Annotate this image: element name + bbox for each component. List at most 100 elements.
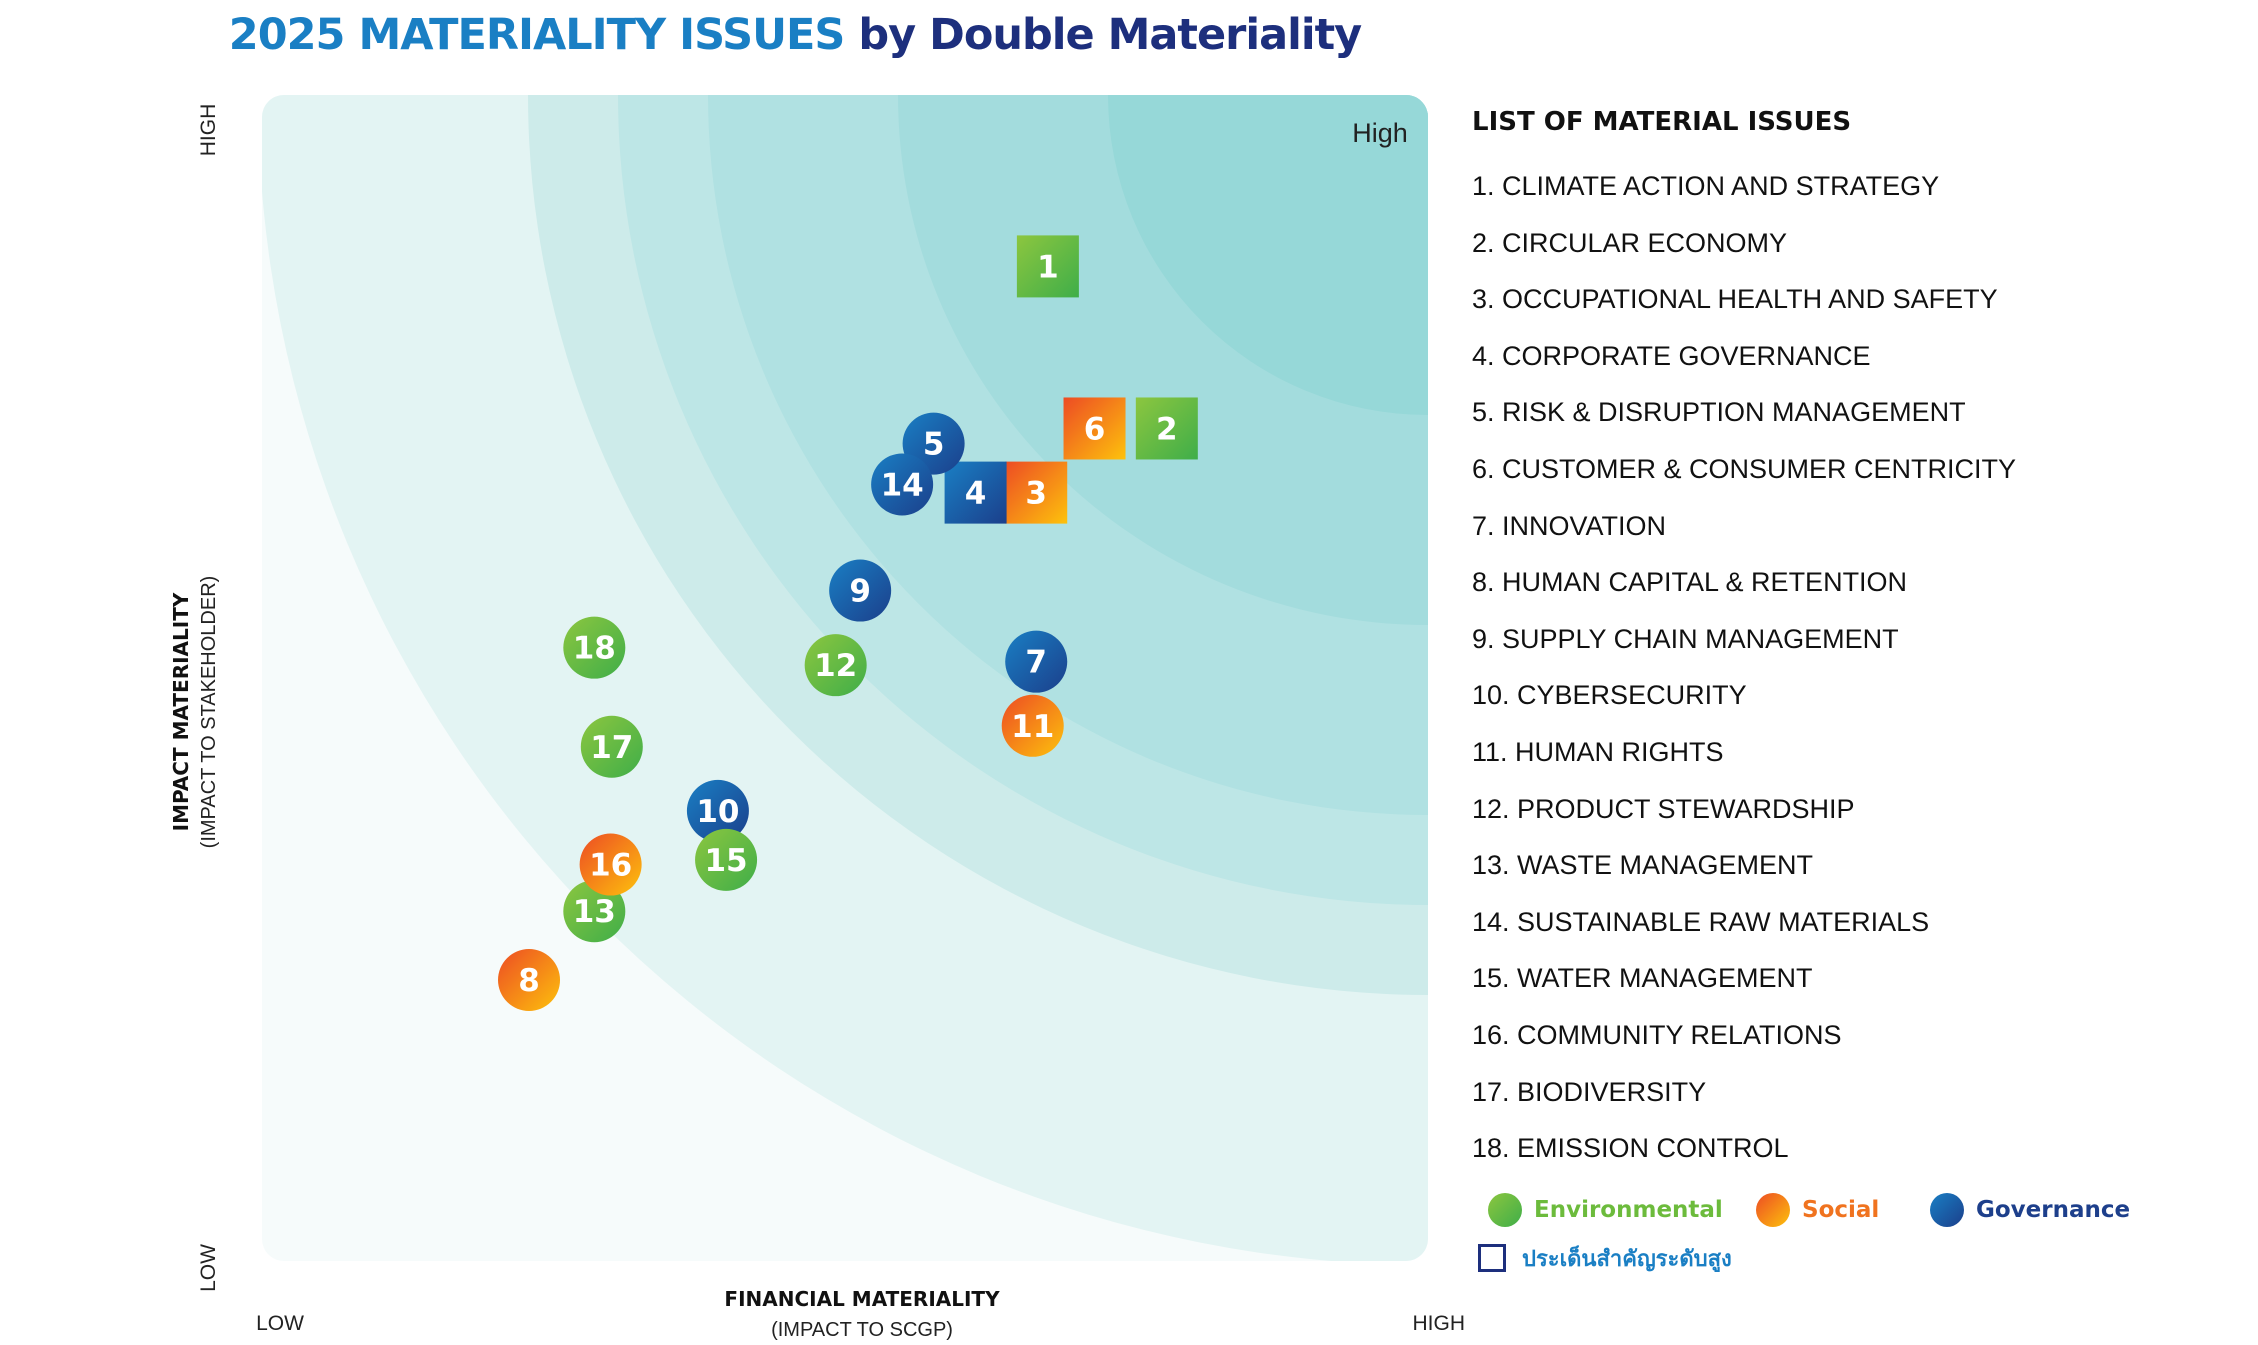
issue-square	[944, 461, 1007, 524]
list-title: LIST OF MATERIAL ISSUES	[1472, 107, 1852, 137]
category-legend: Environmental Social Governance	[1478, 1190, 2248, 1230]
issue-number-label: 1	[1037, 249, 1059, 285]
environmental-dot-icon	[1488, 1193, 1522, 1227]
issue-number-label: 18	[573, 631, 616, 667]
issue-marker-12: 12	[804, 634, 867, 697]
issue-circle	[871, 453, 934, 516]
x-axis-title: FINANCIAL MATERIALITY	[724, 1287, 1000, 1311]
issue-circle	[804, 634, 867, 697]
issue-marker-10: 10	[686, 779, 749, 842]
issue-marker-4: 4	[944, 461, 1007, 524]
governance-dot-icon	[1930, 1193, 1964, 1227]
list-item: 12. PRODUCT STEWARDSHIP	[1472, 793, 1855, 824]
issue-circle	[829, 559, 892, 622]
corner-high-label: High	[1352, 118, 1408, 148]
legend-environmental: Environmental	[1488, 1190, 1723, 1230]
list-item: 16. COMMUNITY RELATIONS	[1472, 1019, 1842, 1050]
issue-square	[1005, 461, 1068, 524]
issue-marker-17: 17	[580, 715, 643, 778]
materiality-band	[898, 95, 1428, 625]
chart-title-part1: 2025 MATERIALITY ISSUES	[228, 10, 846, 60]
issue-marker-9: 9	[829, 559, 892, 622]
issue-marker-18: 18	[563, 616, 626, 679]
list-item: 8. HUMAN CAPITAL & RETENTION	[1472, 567, 1908, 598]
materiality-band	[1108, 95, 1428, 415]
high-priority-legend: ประเด็นสำคัญระดับสูง	[1478, 1238, 1732, 1278]
high-priority-label: ประเด็นสำคัญระดับสูง	[1522, 1246, 1732, 1272]
list-item: 5. RISK & DISRUPTION MANAGEMENT	[1472, 397, 1966, 428]
list-item: 9. SUPPLY CHAIN MANAGEMENT	[1472, 623, 1899, 654]
issue-marker-3: 3	[1005, 461, 1068, 524]
issue-number-label: 7	[1025, 645, 1047, 681]
issue-number-label: 2	[1156, 411, 1178, 447]
issue-number-label: 10	[696, 794, 739, 830]
list-item: 3. OCCUPATIONAL HEALTH AND SAFETY	[1472, 284, 1998, 315]
issue-square	[1016, 235, 1079, 298]
issue-number-label: 9	[849, 574, 871, 610]
issue-number-label: 4	[965, 476, 987, 512]
issue-circle	[563, 616, 626, 679]
issue-circle	[579, 833, 642, 896]
list-items: 1. CLIMATE ACTION AND STRATEGY 2. CIRCULA…	[1472, 158, 2252, 1177]
y-high-label: HIGH	[197, 104, 220, 157]
issue-number-label: 14	[881, 467, 924, 503]
issue-marker-6: 6	[1063, 397, 1126, 460]
issue-square	[1063, 397, 1126, 460]
issue-number-label: 16	[589, 848, 632, 884]
x-high-label: HIGH	[1413, 1312, 1466, 1335]
chart-title: 2025 MATERIALITY ISSUES by Double Materi…	[0, 10, 1590, 60]
issue-number-label: 5	[923, 427, 945, 463]
x-axis-subtitle: (IMPACT TO SCGP)	[771, 1319, 953, 1341]
issue-circle	[695, 828, 758, 891]
square-outline-icon	[1478, 1244, 1506, 1272]
issue-number-label: 12	[814, 648, 857, 684]
list-item: 15. WATER MANAGEMENT	[1472, 963, 1813, 994]
issue-marker-8: 8	[498, 948, 561, 1011]
issue-circle	[563, 880, 626, 943]
material-issues-list: LIST OF MATERIAL ISSUES 1. CLIMATE ACTIO…	[1472, 102, 2252, 1177]
issue-marker-16: 16	[579, 833, 642, 896]
legend-governance-label: Governance	[1976, 1197, 2131, 1223]
chart-title-part2: by Double Materiality	[844, 10, 1362, 60]
issue-circle	[686, 779, 749, 842]
issue-number-label: 17	[590, 730, 633, 766]
issue-circle	[580, 715, 643, 778]
y-axis-title: IMPACT MATERIALITY	[169, 592, 193, 831]
legend-environmental-label: Environmental	[1534, 1197, 1723, 1223]
materiality-chart: HIGH LOW IMPACT MATERIALITY (IMPACT TO S…	[169, 95, 1466, 1341]
issue-number-label: 3	[1025, 476, 1047, 512]
x-low-label: LOW	[256, 1312, 304, 1335]
issue-number-label: 8	[518, 963, 540, 999]
list-item: 7. INNOVATION	[1472, 510, 1667, 541]
issue-number-label: 15	[704, 843, 747, 879]
issue-number-label: 6	[1084, 411, 1106, 447]
issue-marker-15: 15	[695, 828, 758, 891]
issue-circle	[1005, 630, 1068, 693]
y-axis-subtitle: (IMPACT TO STAKEHOLDER)	[198, 576, 220, 849]
y-low-label: LOW	[197, 1244, 220, 1292]
list-item: 1. CLIMATE ACTION AND STRATEGY	[1472, 171, 1940, 201]
issue-marker-2: 2	[1135, 397, 1198, 460]
list-item: 17. BIODIVERSITY	[1472, 1076, 1707, 1107]
legend-governance: Governance	[1930, 1190, 2130, 1230]
list-item: 13. WASTE MANAGEMENT	[1472, 850, 1814, 881]
list-item: 6. CUSTOMER & CONSUMER CENTRICITY	[1472, 453, 2017, 484]
issue-marker-11: 11	[1001, 694, 1064, 757]
issue-marker-1: 1	[1016, 235, 1079, 298]
list-item: 14. SUSTAINABLE RAW MATERIALS	[1472, 906, 1930, 937]
list-item: 10. CYBERSECURITY	[1472, 680, 1747, 711]
issue-marker-7: 7	[1005, 630, 1068, 693]
issue-square	[1135, 397, 1198, 460]
issue-number-label: 13	[573, 894, 616, 930]
social-dot-icon	[1756, 1193, 1790, 1227]
issue-number-label: 11	[1011, 709, 1054, 745]
list-item: 4. CORPORATE GOVERNANCE	[1472, 340, 1871, 371]
issue-circle	[498, 948, 561, 1011]
list-item: 18. EMISSION CONTROL	[1472, 1133, 1789, 1164]
list-item: 2. CIRCULAR ECONOMY	[1472, 227, 1788, 258]
legend-social: Social	[1756, 1190, 1879, 1230]
list-item: 11. HUMAN RIGHTS	[1472, 736, 1724, 767]
legend-social-label: Social	[1802, 1197, 1880, 1223]
issue-marker-13: 13	[563, 880, 626, 943]
